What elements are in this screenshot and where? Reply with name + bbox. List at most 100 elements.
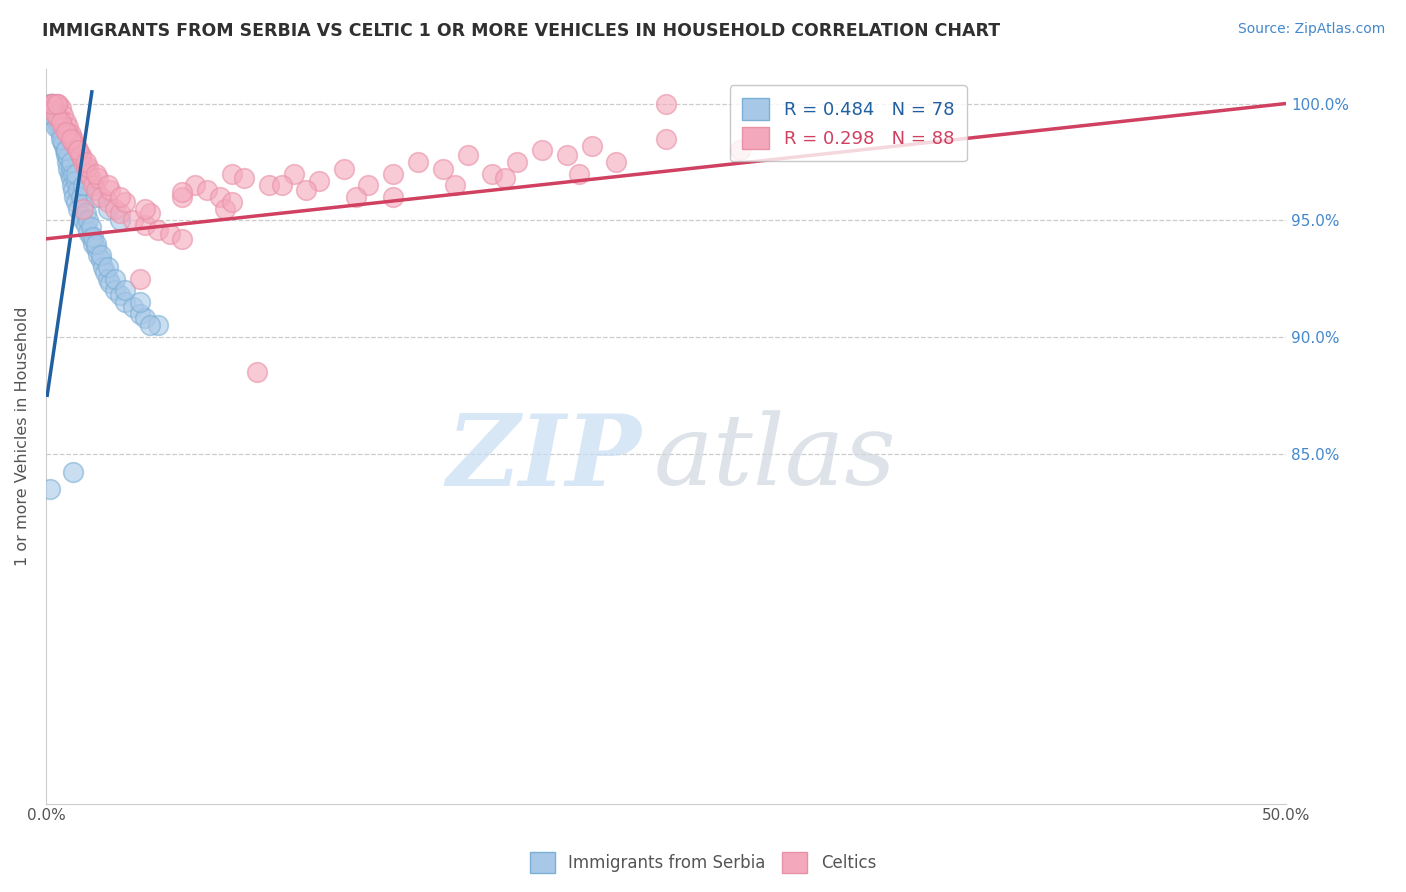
Point [139,206,162,220]
Point [87,171,110,186]
Point [49,115,72,129]
Point [530,143,553,157]
Point [45,108,67,122]
Text: IMMIGRANTS FROM SERBIA VS CELTIC 1 OR MORE VEHICLES IN HOUSEHOLD CORRELATION CHA: IMMIGRANTS FROM SERBIA VS CELTIC 1 OR MO… [42,22,1000,40]
Point [91,260,114,274]
Point [494,171,516,186]
Point [382,190,405,204]
Point [65,194,87,209]
Point [90,248,112,262]
Point [65,173,87,187]
Point [97,202,120,216]
Point [72,178,94,193]
Point [59,127,82,141]
Legend: R = 0.484   N = 78, R = 0.298   N = 88: R = 0.484 N = 78, R = 0.298 N = 88 [730,85,967,161]
Point [114,283,136,297]
Point [45,112,67,127]
Point [121,300,143,314]
Point [357,178,380,193]
Point [46,96,69,111]
Point [457,148,479,162]
Point [84,236,107,251]
Point [44,101,66,115]
Point [38,482,60,496]
Point [110,288,132,302]
Point [100,183,122,197]
Point [49,131,72,145]
Legend: Immigrants from Serbia, Celtics: Immigrants from Serbia, Celtics [523,846,883,880]
Point [48,111,70,125]
Point [51,131,73,145]
Point [221,194,243,209]
Point [45,120,67,134]
Point [52,136,75,151]
Point [77,225,100,239]
Point [114,194,136,209]
Point [77,213,100,227]
Point [45,96,67,111]
Point [55,124,77,138]
Point [45,108,67,122]
Point [295,183,318,197]
Point [59,171,82,186]
Point [60,178,83,193]
Point [63,190,86,204]
Point [172,185,194,199]
Point [605,154,627,169]
Point [67,143,90,157]
Point [730,143,752,157]
Point [42,103,65,118]
Point [77,160,100,174]
Text: Source: ZipAtlas.com: Source: ZipAtlas.com [1237,22,1385,37]
Point [104,283,127,297]
Point [75,218,97,232]
Point [233,171,256,186]
Point [62,465,84,479]
Point [48,96,70,111]
Point [39,108,62,122]
Text: atlas: atlas [654,410,896,506]
Point [104,202,127,216]
Point [121,213,143,227]
Point [82,178,104,193]
Point [129,271,152,285]
Point [55,143,77,157]
Point [134,218,156,232]
Point [655,96,678,111]
Point [52,108,75,122]
Point [655,131,678,145]
Point [59,160,82,174]
Point [79,229,101,244]
Point [110,206,132,220]
Point [159,227,181,242]
Point [49,101,72,115]
Point [84,190,107,204]
Point [568,167,591,181]
Point [48,120,70,134]
Point [72,202,94,216]
Point [84,183,107,197]
Point [42,96,65,111]
Point [134,202,156,216]
Point [184,178,207,193]
Point [59,131,82,145]
Point [134,311,156,326]
Point [114,294,136,309]
Point [172,190,194,204]
Point [332,161,354,176]
Point [97,271,120,285]
Point [55,143,77,157]
Point [481,167,503,181]
Point [129,294,152,309]
Point [146,318,169,333]
Point [62,131,84,145]
Point [581,138,603,153]
Point [283,167,305,181]
Point [58,161,80,176]
Point [52,136,75,151]
Point [94,264,117,278]
Point [110,213,132,227]
Point [97,194,120,209]
Point [214,202,236,216]
Point [69,209,91,223]
